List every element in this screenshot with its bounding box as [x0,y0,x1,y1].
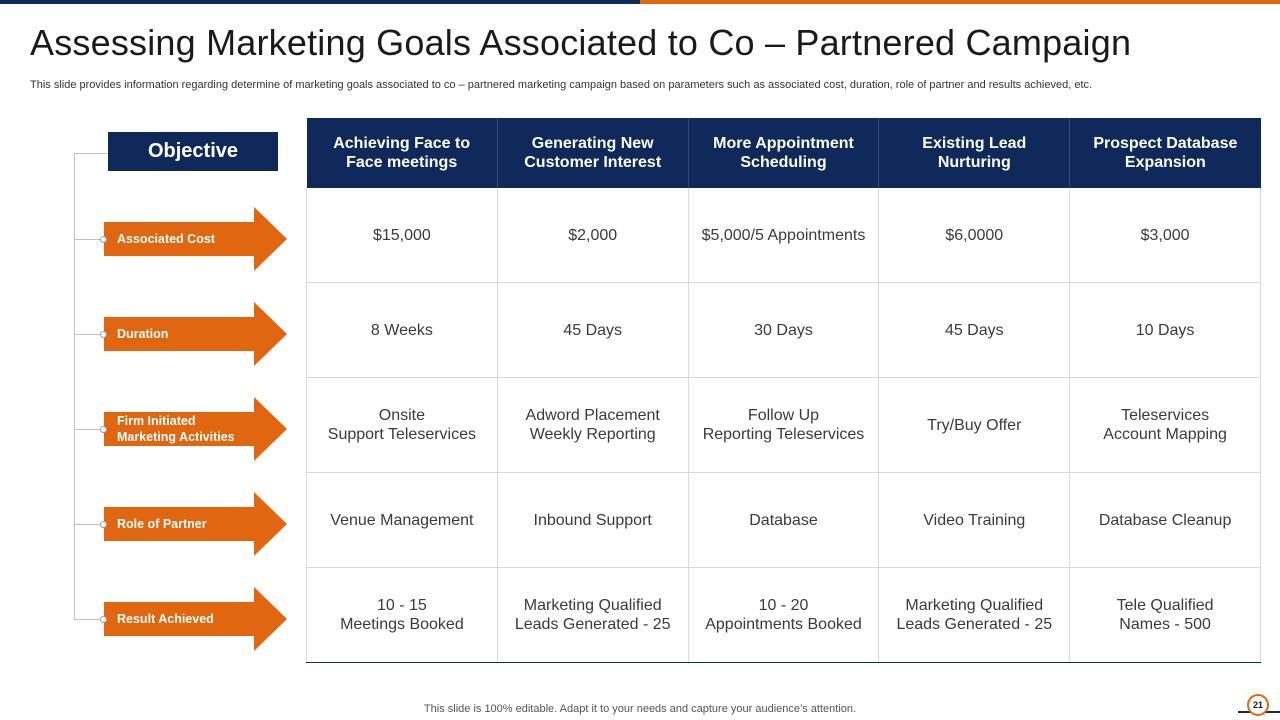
goals-table: Achieving Face to Face meetings Generati… [306,118,1261,663]
column-header: Existing Lead Nurturing [878,118,1071,188]
column-header: More Appointment Scheduling [688,118,880,188]
tree-connector-branch [74,429,104,430]
row-label-arrow: Duration [104,302,287,366]
top-accent-bar-orange [640,0,1280,4]
table-cell: Inbound Support [497,472,689,568]
table-cell: Marketing Qualified Leads Generated - 25 [878,567,1071,663]
table-cell: Tele Qualified Names - 500 [1069,567,1261,663]
table-cell: Onsite Support Teleservices [306,377,498,473]
table-cell: $5,000/5 Appointments [688,188,880,283]
page-subtitle: This slide provides information regardin… [30,79,1093,91]
tree-connector-vertical [74,153,75,619]
page-number: 21 [1247,694,1269,716]
footer-note: This slide is 100% editable. Adapt it to… [423,703,857,715]
table-cell: Follow Up Reporting Teleservices [688,377,880,473]
row-label-arrow: Firm Initiated Marketing Activities [104,397,287,461]
table-cell: 10 - 15 Meetings Booked [306,567,498,663]
row-label: Result Achieved [117,612,214,626]
page-title: Assessing Marketing Goals Associated to … [30,22,1132,63]
table-cell: Teleservices Account Mapping [1069,377,1261,473]
table-cell: 8 Weeks [306,282,498,378]
table-cell: Venue Management [306,472,498,568]
table-cell: $3,000 [1069,188,1261,283]
table-cell: 45 Days [497,282,689,378]
table-cell: Video Training [878,472,1071,568]
connector-dot [100,236,107,243]
table-row: $15,000 $2,000 $5,000/5 Appointments $6,000… [306,188,1261,283]
table-cell: Database [688,472,880,568]
row-label: Duration [117,327,169,341]
row-label: Associated Cost [117,232,215,246]
table-cell: Database Cleanup [1069,472,1261,568]
top-accent-bar-navy [0,0,640,4]
table-cell: 45 Days [878,282,1071,378]
row-label-arrow: Role of Partner [104,492,287,556]
tree-connector-branch [74,524,104,525]
row-label-arrow: Result Achieved [104,587,287,651]
table-row: Venue Management Inbound Support Database V… [306,472,1261,568]
column-header: Generating New Customer Interest [497,118,689,188]
table-cell: Adword Placement Weekly Reporting [497,377,689,473]
connector-dot [100,331,107,338]
objective-header: Objective [108,132,278,171]
table-cell: $2,000 [497,188,689,283]
table-cell: 10 - 20 Appointments Booked [688,567,880,663]
connector-dot [100,521,107,528]
table-cell: Try/Buy Offer [878,377,1071,473]
table-row: 8 Weeks 45 Days 30 Days 45 Days 10 Days [306,282,1261,378]
table-cell: $15,000 [306,188,498,283]
column-header: Achieving Face to Face meetings [306,118,498,188]
connector-dot [100,426,107,433]
tree-connector-branch [74,239,104,240]
row-label: Role of Partner [117,517,207,531]
connector-dot [100,616,107,623]
column-header: Prospect Database Expansion [1069,118,1261,188]
tree-connector-branch [74,619,104,620]
tree-connector-objective [74,153,108,154]
table-row: Onsite Support Teleservices Adword Placem… [306,377,1261,473]
table-header-row: Achieving Face to Face meetings Generati… [306,118,1261,188]
row-label-arrow: Associated Cost [104,207,287,271]
tree-connector-branch [74,334,104,335]
table-row: 10 - 15 Meetings Booked Marketing Qualifi… [306,567,1261,663]
table-cell: 10 Days [1069,282,1261,378]
table-cell: Marketing Qualified Leads Generated - 25 [497,567,689,663]
row-label: Firm Initiated Marketing Activities [117,414,235,444]
table-cell: 30 Days [688,282,880,378]
table-cell: $6,0000 [878,188,1071,283]
